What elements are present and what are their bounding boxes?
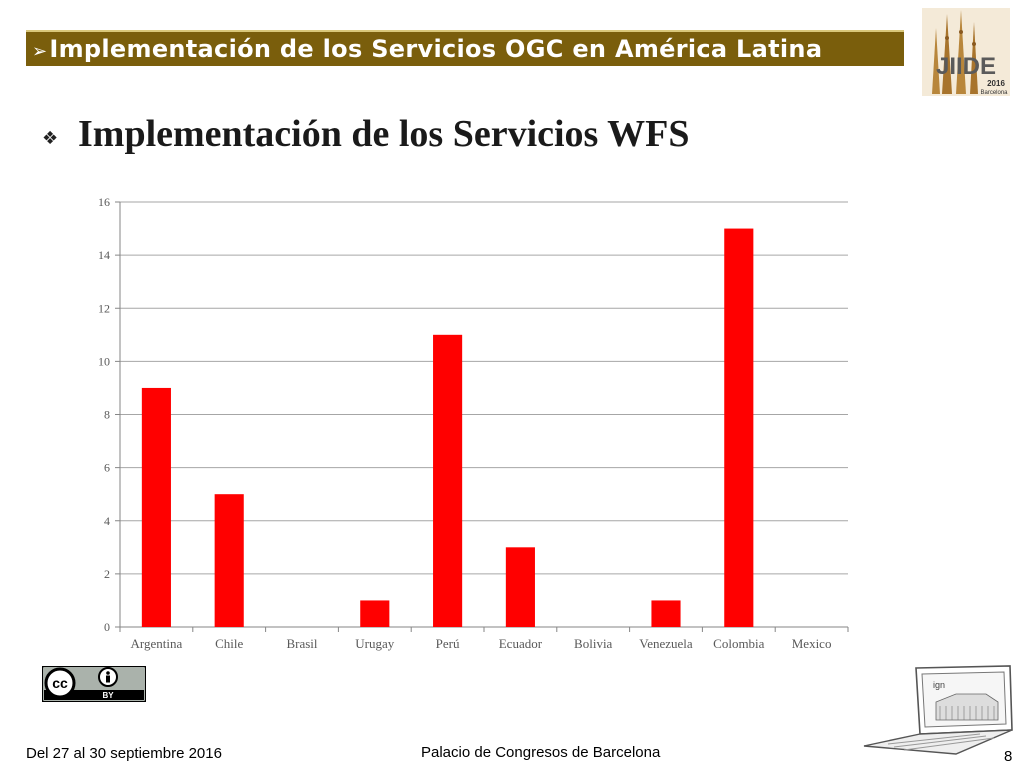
y-tick-label: 12 — [98, 301, 110, 315]
cc-text: cc — [52, 675, 68, 691]
laptop-logo-text: ign — [933, 680, 945, 690]
x-tick-label: Argentina — [131, 636, 183, 651]
logo-city: Barcelona — [980, 90, 1008, 96]
y-tick-label: 10 — [98, 354, 110, 368]
footer-venue: Palacio de Congresos de Barcelona — [421, 744, 661, 761]
y-tick-label: 14 — [98, 248, 110, 262]
header-title: ➢Implementación de los Servicios OGC en … — [32, 35, 822, 63]
x-tick-label: Perú — [436, 636, 460, 651]
footer-dates: Del 27 al 30 septiembre 2016 — [26, 745, 222, 762]
x-tick-label: Brasil — [286, 636, 317, 651]
y-tick-label: 6 — [104, 461, 110, 475]
x-tick-label: Mexico — [792, 636, 832, 651]
bar — [141, 387, 171, 627]
y-tick-label: 16 — [98, 195, 110, 209]
cc-by-license-badge: cc BY — [42, 666, 146, 702]
bar — [433, 334, 463, 627]
arrow-bullet-icon: ➢ — [32, 41, 48, 62]
page-number: 8 — [1004, 748, 1013, 765]
by-text: BY — [102, 691, 114, 700]
header-bar: ➢Implementación de los Servicios OGC en … — [26, 30, 904, 66]
x-tick-label: Ecuador — [499, 636, 543, 651]
y-tick-label: 8 — [104, 408, 110, 422]
bar — [724, 228, 754, 627]
y-tick-label: 4 — [104, 514, 110, 528]
diamond-bullet-icon: ❖ — [42, 128, 59, 149]
x-tick-label: Chile — [215, 636, 243, 651]
bar — [360, 600, 390, 627]
jiide-logo: JIIDE 2016 Barcelona — [922, 8, 1010, 96]
header-title-text: Implementación de los Servicios OGC en A… — [49, 35, 823, 63]
bar — [505, 547, 535, 627]
x-tick-label: Colombia — [713, 636, 765, 651]
y-tick-label: 2 — [104, 567, 110, 581]
x-tick-label: Venezuela — [639, 636, 693, 651]
bar-chart: 0 2 4 6 8 10 12 14 16 Argentina Chile Brasil Urugay P… — [98, 195, 849, 651]
heading-text: Implementación de los Servicios WFS — [78, 113, 690, 155]
bar — [214, 494, 244, 627]
x-tick-label: Bolivia — [574, 636, 613, 651]
ign-laptop-icon: ign — [863, 665, 1013, 755]
logo-year: 2016 — [987, 79, 1005, 88]
logo-text: JIIDE — [936, 53, 996, 80]
y-tick-label: 0 — [104, 620, 110, 634]
bar — [651, 600, 681, 627]
x-tick-label: Urugay — [355, 636, 394, 651]
